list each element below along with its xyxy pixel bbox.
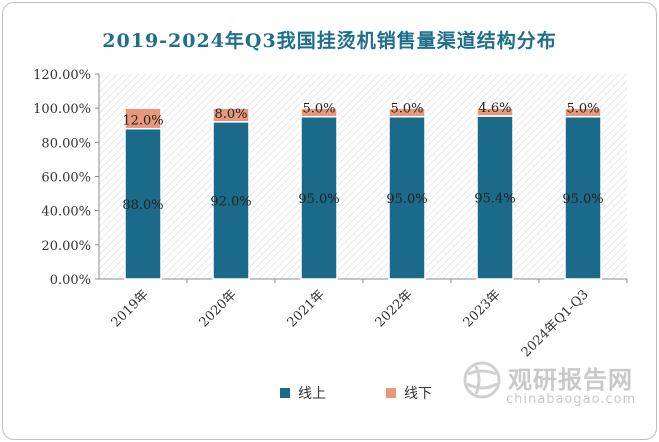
x-tick-label: 2020年	[197, 287, 240, 330]
y-tick-label: 20.00%	[41, 239, 91, 254]
data-label-online: 95.0%	[298, 192, 339, 207]
y-tick-label: 0.00%	[50, 273, 91, 288]
x-tick-label: 2024年Q1-Q3	[519, 287, 592, 360]
bar-offline[interactable]	[476, 107, 514, 117]
y-tick-label: 120.00%	[33, 68, 91, 83]
bar-offline[interactable]	[300, 107, 338, 118]
x-tick-label: 2021年	[285, 287, 328, 330]
y-tick-label: 60.00%	[41, 171, 91, 186]
data-label-offline: 8.0%	[214, 107, 247, 122]
x-tick-label: 2019年	[109, 287, 152, 330]
bar-offline[interactable]	[212, 107, 250, 123]
bars: 88.0% 12.0% 92.0% 8.0% 95.0% 5.0% 95.0% 5.0% 95.…	[122, 101, 604, 280]
globe-logo-icon	[463, 361, 501, 399]
y-tick-label: 100.00%	[33, 102, 91, 117]
legend-label-offline: 线下	[404, 386, 432, 402]
legend: 线上 线下	[232, 375, 486, 405]
bar-online[interactable]	[300, 115, 338, 280]
bar-online[interactable]	[476, 115, 514, 280]
data-label-offline: 12.0%	[122, 114, 163, 129]
legend-label-online: 线上	[298, 386, 326, 402]
bar-offline[interactable]	[564, 107, 602, 118]
legend-item-online[interactable]: 线上	[280, 383, 326, 403]
y-tick-label: 80.00%	[41, 136, 91, 151]
legend-swatch-online	[280, 388, 290, 398]
data-label-offline: 5.0%	[390, 102, 423, 117]
data-label-online: 95.4%	[474, 192, 515, 207]
data-label-offline: 5.0%	[302, 102, 335, 117]
data-label-offline: 4.6%	[478, 101, 511, 116]
data-label-online: 95.0%	[386, 192, 427, 207]
y-tick-label: 40.00%	[41, 205, 91, 220]
watermark-url: chinabaogao.com	[506, 392, 637, 407]
bar-offline[interactable]	[388, 107, 426, 118]
bar-offline[interactable]	[124, 107, 162, 130]
data-label-online: 95.0%	[562, 192, 603, 207]
x-tick-label: 2022年	[373, 287, 416, 330]
bar-online[interactable]	[564, 115, 602, 280]
x-axis: 2019年 2020年 2021年 2022年 2023年 2024年Q1-Q3	[99, 278, 628, 360]
bar-online[interactable]	[388, 115, 426, 280]
data-label-offline: 5.0%	[566, 102, 599, 117]
data-label-online: 92.0%	[210, 194, 251, 209]
data-label-online: 88.0%	[122, 198, 163, 213]
plot-area	[99, 74, 627, 279]
watermark-brand: 观研报告网	[508, 366, 633, 394]
y-axis: 0.00% 20.00% 40.00% 60.00% 80.00% 100.00% 120.…	[33, 68, 100, 288]
legend-item-offline[interactable]: 线下	[386, 383, 432, 403]
legend-swatch-offline	[386, 388, 396, 398]
chart-title: 2019-2024年Q3我国挂烫机销售量渠道结构分布	[102, 30, 557, 52]
x-tick-label: 2023年	[461, 287, 504, 330]
